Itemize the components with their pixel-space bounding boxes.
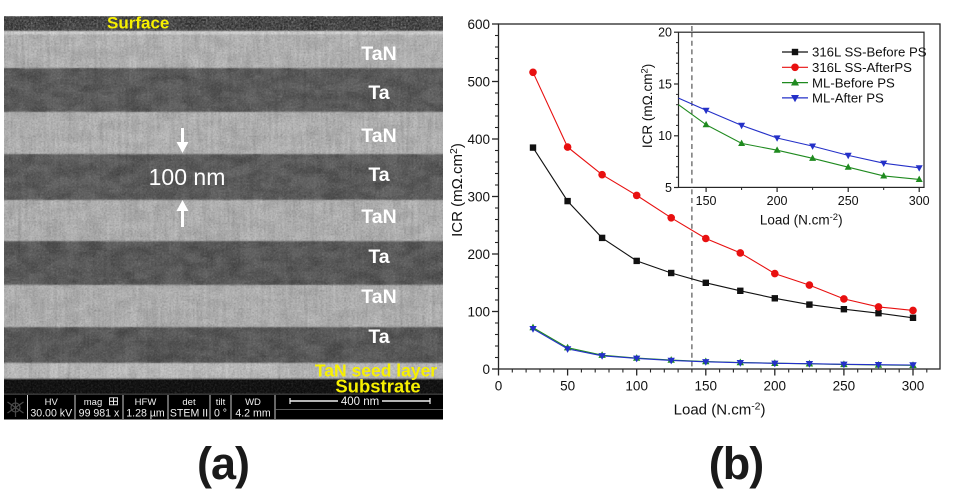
svg-text:300: 300 — [909, 194, 930, 208]
svg-text:Surface: Surface — [107, 16, 169, 33]
svg-text:20: 20 — [658, 26, 672, 40]
svg-text:ICR (mΩ.cm2): ICR (mΩ.cm2) — [450, 143, 466, 237]
svg-text:316L SS-AfterPS: 316L SS-AfterPS — [812, 60, 912, 75]
svg-text:det: det — [182, 396, 196, 407]
svg-text:ICR (mΩ.cm2): ICR (mΩ.cm2) — [640, 64, 656, 148]
svg-text:200: 200 — [467, 247, 490, 262]
svg-text:WD: WD — [245, 396, 261, 407]
svg-text:200: 200 — [767, 194, 788, 208]
svg-text:Ta: Ta — [368, 82, 389, 104]
svg-text:Ta: Ta — [368, 326, 389, 348]
svg-text:mag: mag — [84, 396, 102, 407]
svg-text:500: 500 — [467, 74, 490, 89]
svg-text:TaN: TaN — [361, 206, 396, 228]
svg-text:TaN: TaN — [361, 43, 396, 65]
svg-text:TaN: TaN — [361, 286, 396, 308]
svg-text:10: 10 — [658, 129, 672, 143]
svg-text:50: 50 — [560, 378, 575, 393]
svg-text:100: 100 — [467, 304, 490, 319]
svg-text:5: 5 — [665, 181, 672, 195]
svg-text:TaN: TaN — [361, 125, 396, 147]
svg-text:ML-After PS: ML-After PS — [812, 91, 884, 106]
svg-text:STEM II: STEM II — [170, 407, 208, 419]
svg-text:30.00 kV: 30.00 kV — [30, 407, 73, 419]
svg-text:1.28 µm: 1.28 µm — [126, 407, 165, 419]
svg-text:300: 300 — [467, 189, 490, 204]
svg-text:400: 400 — [467, 132, 490, 147]
svg-text:0: 0 — [482, 362, 490, 377]
svg-text:tilt: tilt — [216, 396, 226, 407]
svg-text:99 981 x: 99 981 x — [79, 407, 120, 419]
svg-text:Ta: Ta — [368, 164, 389, 186]
svg-text:150: 150 — [695, 378, 718, 393]
svg-text:ML-Before PS: ML-Before PS — [812, 75, 895, 90]
svg-text:4.2 mm: 4.2 mm — [235, 407, 270, 419]
svg-text:100 nm: 100 nm — [149, 164, 226, 190]
svg-text:150: 150 — [696, 194, 717, 208]
svg-text:316L SS-Before PS: 316L SS-Before PS — [812, 45, 927, 60]
svg-text:300: 300 — [902, 378, 925, 393]
svg-text:250: 250 — [838, 194, 859, 208]
svg-text:0: 0 — [495, 378, 503, 393]
svg-text:TaN seed layer: TaN seed layer — [315, 360, 437, 380]
svg-text:Ta: Ta — [368, 246, 389, 268]
svg-text:600: 600 — [467, 17, 490, 32]
svg-text:200: 200 — [764, 378, 787, 393]
svg-text:Load (N.cm-2): Load (N.cm-2) — [760, 212, 843, 228]
svg-text:400 nm: 400 nm — [341, 396, 379, 408]
svg-text:Substrate: Substrate — [335, 375, 420, 396]
svg-text:0 °: 0 ° — [214, 407, 227, 419]
svg-text:HFW: HFW — [135, 396, 157, 407]
svg-text:100: 100 — [625, 378, 648, 393]
svg-text:250: 250 — [833, 378, 856, 393]
svg-text:15: 15 — [658, 77, 672, 91]
svg-text:HV: HV — [45, 396, 59, 407]
svg-text:Load (N.cm-2): Load (N.cm-2) — [674, 400, 766, 418]
